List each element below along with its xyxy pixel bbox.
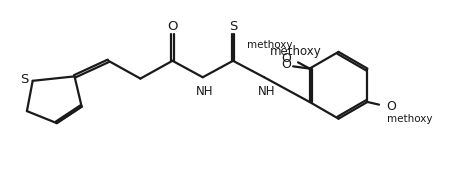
Text: methoxy: methoxy [247,40,292,50]
Text: O: O [281,58,291,71]
Text: S: S [21,73,29,86]
Text: methoxy: methoxy [387,114,432,124]
Text: O: O [281,52,291,65]
Text: methoxy: methoxy [270,45,321,58]
Text: O: O [386,100,396,113]
Text: S: S [229,20,237,33]
Text: NH: NH [196,85,214,98]
Text: O: O [167,20,178,33]
Text: NH: NH [258,85,275,98]
